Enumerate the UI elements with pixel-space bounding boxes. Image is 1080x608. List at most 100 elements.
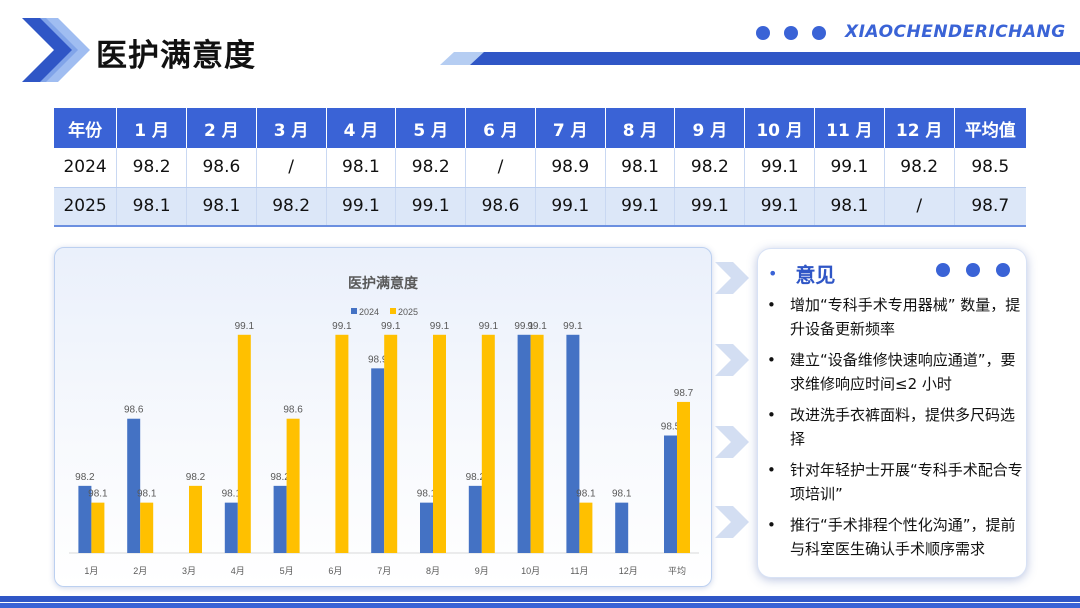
x-tick-label: 3月 bbox=[182, 566, 196, 576]
footer-band bbox=[0, 596, 1080, 602]
opinion-list: • 增加“专科手术专用器械” 数量，提升设备更新频率 • 建立“设备维修快速响应通道… bbox=[766, 293, 1024, 568]
list-item-text: 针对年轻护士开展“专科手术配合专项培训” bbox=[790, 461, 1023, 503]
data-label: 99.1 bbox=[381, 321, 401, 332]
footer-band-lower bbox=[0, 603, 1080, 608]
table-header-cell: 1 月 bbox=[116, 108, 187, 148]
table-header-cell: 8 月 bbox=[605, 108, 676, 148]
opinion-card: • 意见 • 增加“专科手术专用器械” 数量，提升设备更新频率 • 建立“设备维修快… bbox=[757, 248, 1027, 578]
legend-swatch bbox=[351, 308, 357, 314]
data-label: 98.2 bbox=[466, 472, 486, 483]
opinion-title: 意见 bbox=[795, 263, 836, 287]
brand-text: XIAOCHENDERICHANG bbox=[845, 22, 1066, 42]
opinion-dots bbox=[936, 263, 1010, 277]
data-label: 98.1 bbox=[612, 489, 632, 500]
x-tick-label: 平均 bbox=[668, 565, 686, 576]
list-item: • 增加“专科手术专用器械” 数量，提升设备更新频率 bbox=[766, 293, 1024, 341]
list-item: • 针对年轻护士开展“专科手术配合专项培训” bbox=[766, 458, 1024, 506]
table-cell: 99.1 bbox=[326, 187, 397, 227]
bar bbox=[579, 502, 593, 553]
table-cell: 99.1 bbox=[744, 187, 816, 227]
table-cell: 98.1 bbox=[116, 187, 187, 227]
bar bbox=[481, 334, 495, 553]
list-bullet: • bbox=[767, 516, 776, 534]
legend-label: 2024 bbox=[359, 307, 379, 317]
table-cell: 99.1 bbox=[395, 187, 467, 227]
data-label: 98.1 bbox=[137, 489, 157, 500]
list-item-text: 改进洗手衣裤面料，提供多尺码选择 bbox=[790, 406, 1016, 448]
list-item: • 改进洗手衣裤面料，提供多尺码选择 bbox=[766, 403, 1024, 451]
table-cell: 98.6 bbox=[465, 187, 536, 227]
table-header-cell: 2 月 bbox=[186, 108, 257, 148]
bar bbox=[140, 502, 154, 553]
table-header-row: 年份 1 月 2 月 3 月 4 月 5 月 6 月 7 月 8 月 9 月 1… bbox=[54, 108, 1026, 148]
list-bullet: • bbox=[767, 351, 776, 369]
table-cell: 98.2 bbox=[116, 148, 187, 188]
bar bbox=[566, 334, 580, 553]
x-tick-label: 4月 bbox=[231, 566, 245, 576]
header-dot bbox=[784, 26, 798, 40]
arrow-column bbox=[715, 262, 749, 538]
table-cell: 99.1 bbox=[535, 187, 606, 227]
opinion-header: • 意见 bbox=[768, 259, 835, 288]
table-cell: 98.1 bbox=[326, 148, 397, 188]
data-label: 98.5 bbox=[661, 422, 681, 433]
bar bbox=[433, 334, 446, 553]
bar bbox=[127, 418, 141, 553]
table-cell: 99.1 bbox=[814, 148, 885, 188]
chevron-right-icon bbox=[715, 426, 749, 458]
header-dot bbox=[756, 26, 770, 40]
table-row: 2025 98.1 98.1 98.2 99.1 99.1 98.6 99.1 … bbox=[54, 187, 1026, 227]
table-cell: / bbox=[884, 187, 955, 227]
table-header-cell: 3 月 bbox=[256, 108, 327, 148]
list-item-text: 推行“手术排程个性化沟通”，提前与科室医生确认手术顺序需求 bbox=[790, 516, 1016, 558]
bar bbox=[335, 334, 349, 553]
logo-chevron-icon bbox=[22, 18, 90, 82]
table-cell: 2024 bbox=[54, 148, 118, 188]
chart-panel: 医护满意度 2024 2025 98.2 98.1 1月 98.6 98.1 2月 98.2 3月 9… bbox=[54, 247, 712, 587]
data-label: 98.2 bbox=[75, 472, 95, 483]
bar bbox=[615, 502, 629, 553]
table-header-cell: 6 月 bbox=[465, 108, 536, 148]
bar bbox=[286, 418, 300, 553]
list-item-text: 建立“设备维修快速响应通道”，要求维修响应时间≤2 小时 bbox=[790, 351, 1016, 393]
bar bbox=[530, 334, 544, 553]
x-tick-label: 6月 bbox=[328, 566, 342, 576]
table-header-cell: 7 月 bbox=[535, 108, 606, 148]
x-tick-label: 10月 bbox=[521, 566, 540, 576]
table-cell: 98.1 bbox=[814, 187, 885, 227]
data-label: 98.2 bbox=[270, 472, 290, 483]
table-cell: / bbox=[256, 148, 327, 188]
list-bullet: • bbox=[767, 461, 776, 479]
data-label: 98.6 bbox=[124, 405, 144, 416]
table-cell: 98.1 bbox=[605, 148, 676, 188]
table-header-cell: 11 月 bbox=[814, 108, 885, 148]
opinion-dot bbox=[936, 263, 950, 277]
data-label: 98.2 bbox=[186, 472, 206, 483]
data-label: 98.1 bbox=[576, 489, 596, 500]
legend-label: 2025 bbox=[398, 307, 418, 317]
chevron-right-icon bbox=[715, 262, 749, 294]
data-label: 99.1 bbox=[235, 321, 255, 332]
opinion-dot bbox=[966, 263, 980, 277]
bar bbox=[224, 502, 238, 553]
header-band bbox=[470, 52, 1080, 65]
table-cell: 98.2 bbox=[884, 148, 955, 188]
table-cell: / bbox=[465, 148, 536, 188]
opinion-dot bbox=[996, 263, 1010, 277]
table-cell: 98.9 bbox=[535, 148, 606, 188]
x-tick-label: 1月 bbox=[84, 566, 98, 576]
table-cell: 98.2 bbox=[674, 148, 746, 188]
table-cell: 98.2 bbox=[395, 148, 467, 188]
list-item: • 建立“设备维修快速响应通道”，要求维修响应时间≤2 小时 bbox=[766, 348, 1024, 396]
bar bbox=[420, 502, 433, 553]
bar bbox=[78, 485, 92, 553]
list-bullet: • bbox=[767, 406, 776, 424]
table-cell: 99.1 bbox=[674, 187, 746, 227]
table-header-cell: 4 月 bbox=[326, 108, 397, 148]
data-label: 99.1 bbox=[430, 321, 450, 332]
bar bbox=[517, 334, 531, 553]
table-header-cell: 平均值 bbox=[954, 108, 1026, 148]
chevron-right-icon bbox=[715, 506, 749, 538]
table-cell: 98.6 bbox=[186, 148, 257, 188]
table-header-cell: 9 月 bbox=[674, 108, 746, 148]
